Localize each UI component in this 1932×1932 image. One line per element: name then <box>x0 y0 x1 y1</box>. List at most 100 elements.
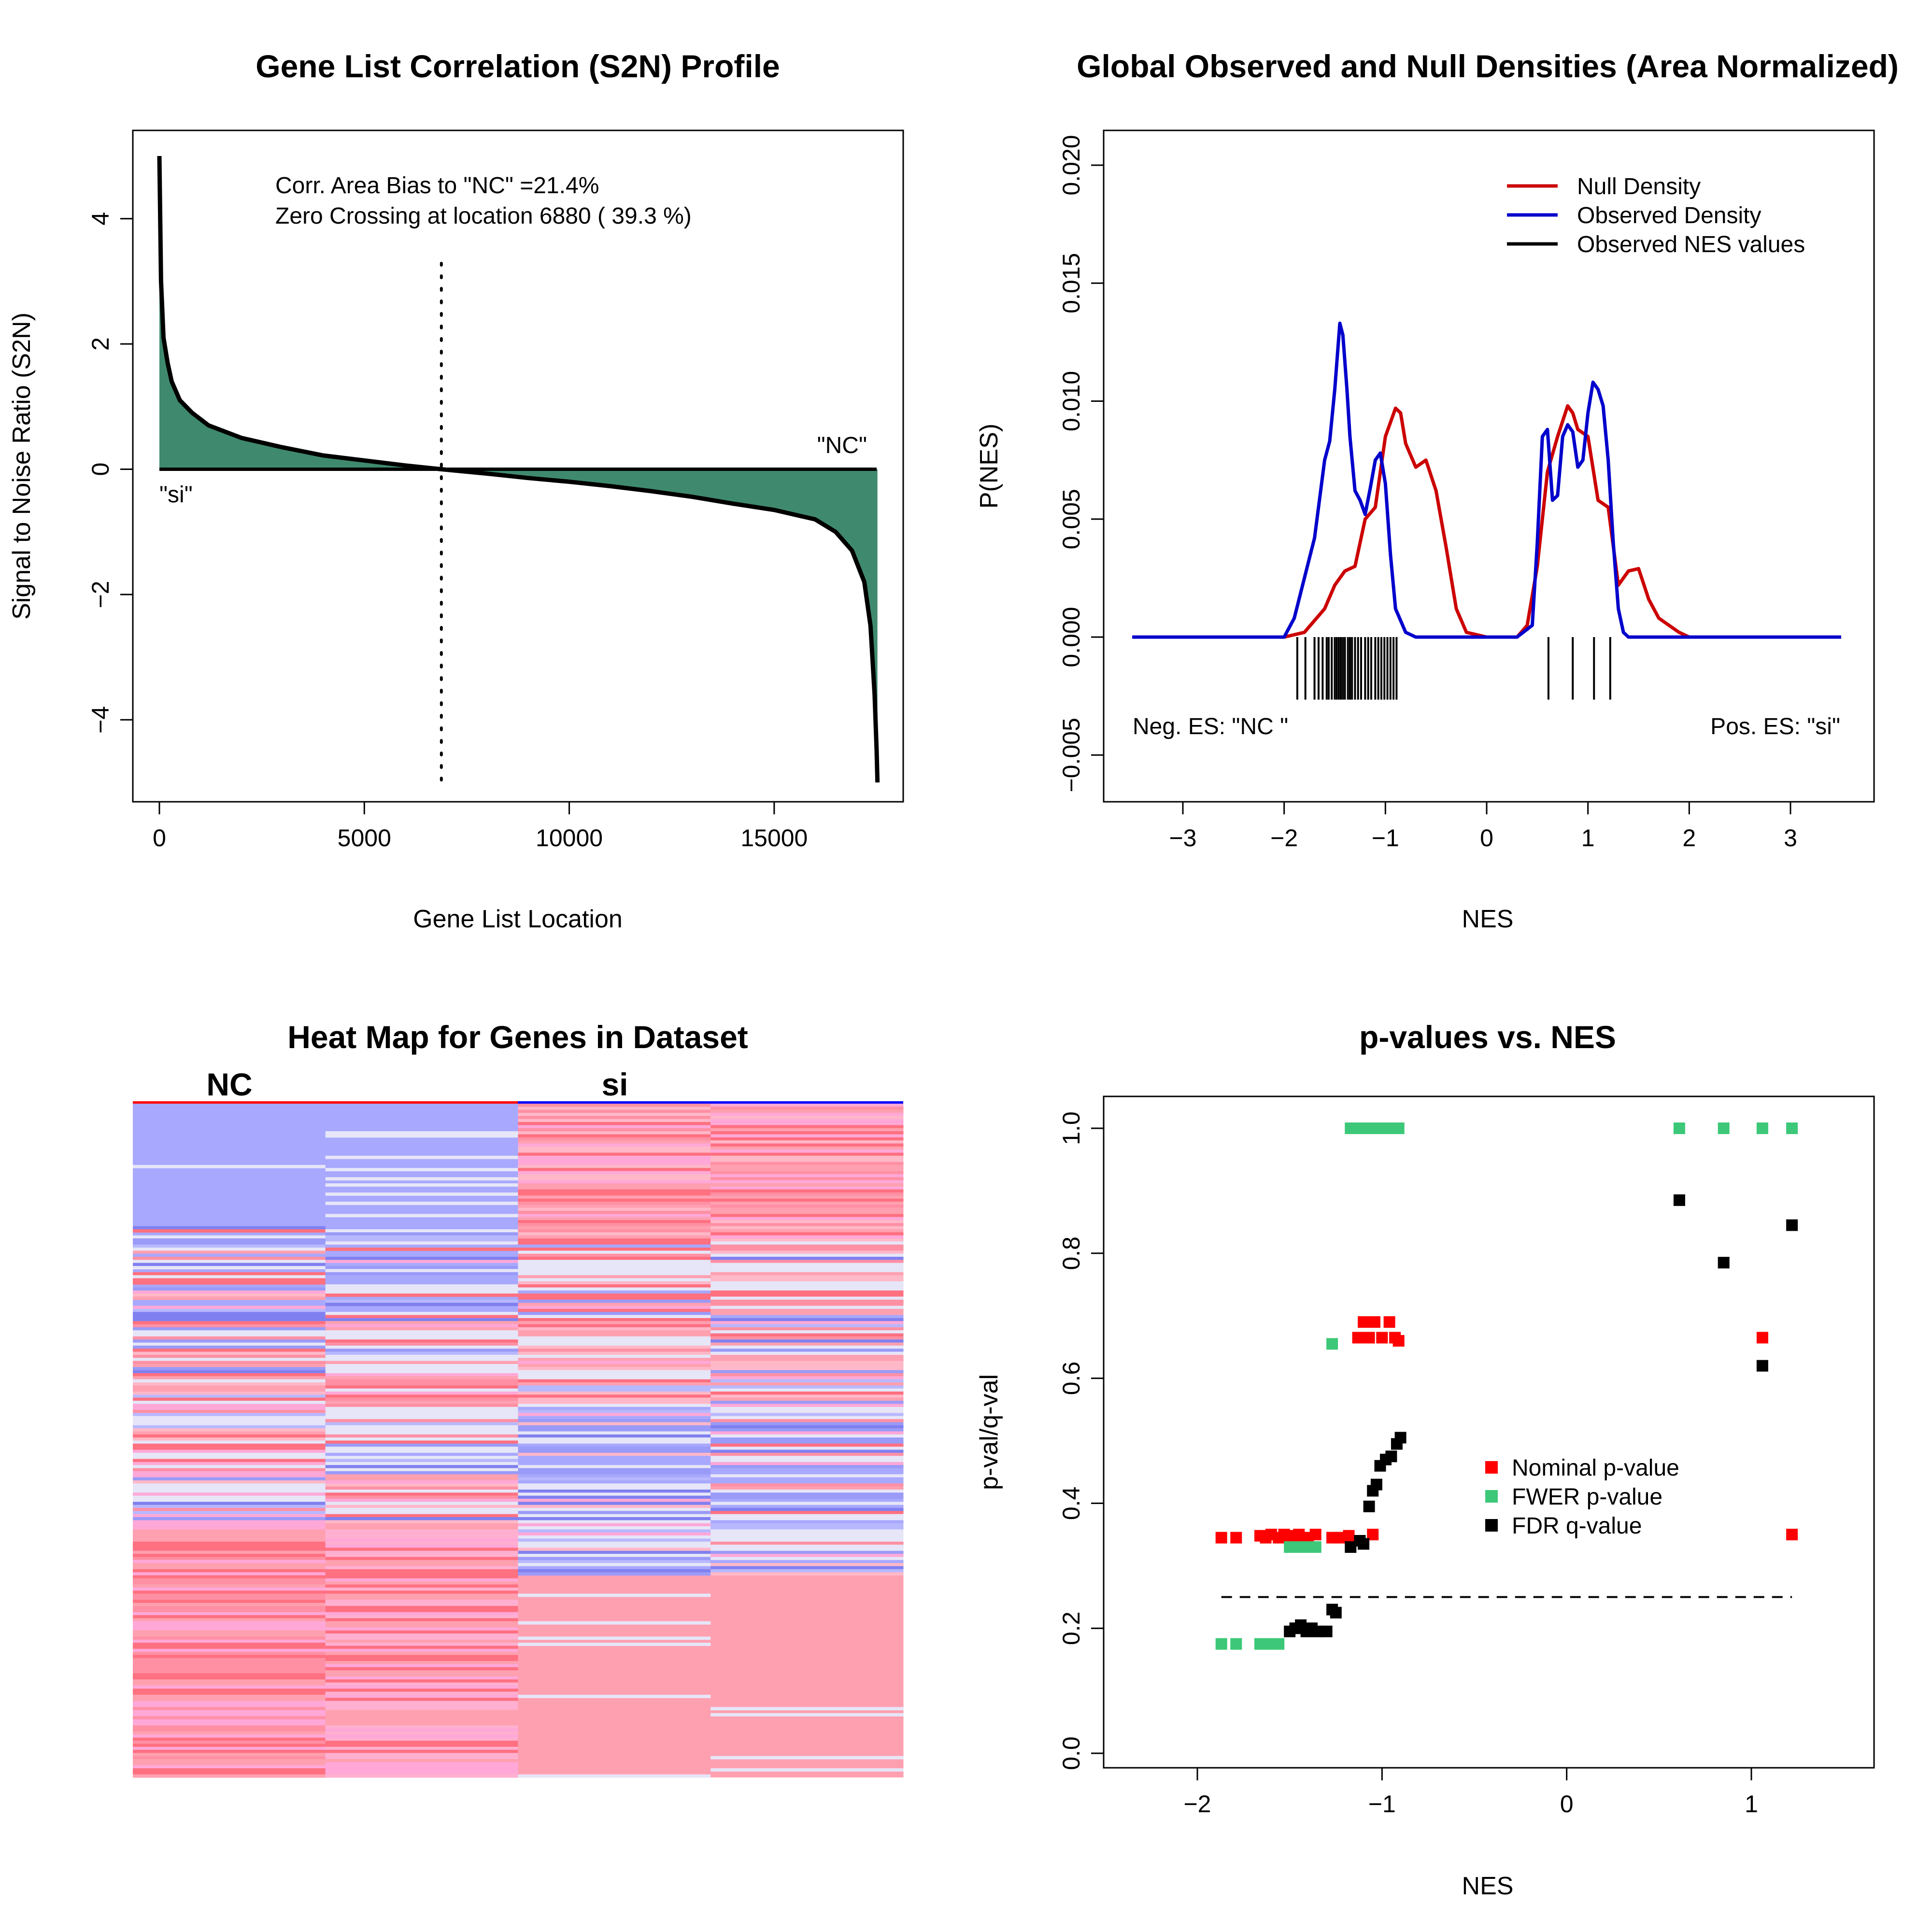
heatmap-cell-row <box>518 1287 711 1291</box>
heatmap-cell-row <box>518 1499 711 1502</box>
heatmap-cell-row <box>325 1505 518 1508</box>
heatmap-cell-row <box>325 1303 518 1307</box>
heatmap-cell-row <box>133 1505 326 1508</box>
heatmap-cell-row <box>710 1177 904 1181</box>
panel2-ytick-label: 0.000 <box>1058 607 1085 667</box>
heatmap-cell-row <box>518 1511 711 1515</box>
heatmap-cell-row <box>710 1459 904 1463</box>
panel4-xtick-label: 1 <box>1745 1790 1758 1818</box>
heatmap-cell-row <box>325 1740 518 1744</box>
nominal-pvalue-point <box>1756 1332 1768 1344</box>
heatmap-cell-row <box>133 1471 326 1475</box>
heatmap-cell-row <box>518 1183 711 1187</box>
heatmap-cell-row <box>518 1508 711 1511</box>
panel1-plot <box>157 156 880 786</box>
heatmap-cell-row <box>325 1284 518 1288</box>
heatmap-cell-row <box>325 1618 518 1622</box>
heatmap-cell-row <box>325 1275 518 1279</box>
heatmap-cell-row <box>710 1545 904 1548</box>
panel4-ytick-label: 0.6 <box>1058 1362 1085 1395</box>
legend-nes-label: Observed NES values <box>1577 232 1805 257</box>
panel4-frame <box>1103 1095 1875 1769</box>
nominal-pvalue-point <box>1392 1335 1405 1347</box>
heatmap-cell-row <box>325 1548 518 1551</box>
heatmap-cell-row <box>325 1183 518 1187</box>
heatmap-cell-row <box>710 1272 904 1276</box>
heatmap-cell-row <box>133 1492 326 1496</box>
heatmap-cell-row <box>133 1719 326 1723</box>
heatmap-cell-row <box>518 1165 711 1168</box>
panel2-xtick-label: 3 <box>1784 824 1797 852</box>
heatmap-cell-row <box>710 1263 904 1266</box>
heatmap-cell-row <box>133 1425 326 1429</box>
heatmap-cell-row <box>710 1131 904 1135</box>
heatmap-cell-row <box>133 1600 326 1604</box>
heatmap-cell-row <box>325 1609 518 1613</box>
heatmap-cell-row <box>710 1345 904 1349</box>
heatmap-cell-row <box>325 1514 518 1518</box>
heatmap-cell-row <box>710 1413 904 1417</box>
heatmap-cell-row <box>518 1143 711 1147</box>
heatmap-cell-row <box>325 1272 518 1276</box>
heatmap-cell-row <box>518 1367 711 1371</box>
heatmap-cell-row <box>710 1486 904 1490</box>
heatmap-cell-row <box>133 1679 326 1683</box>
heatmap-cell-row <box>133 1550 326 1554</box>
heatmap-cell-row <box>325 1410 518 1413</box>
heatmap-cell-row <box>325 1260 518 1264</box>
heatmap-cell-row <box>133 1315 326 1319</box>
heatmap-cell-row <box>710 1306 904 1309</box>
heatmap-cell-row <box>710 1162 904 1165</box>
heatmap-cell-row <box>133 1634 326 1637</box>
heatmap-cell-row <box>325 1269 518 1273</box>
pos-es-label: Pos. ES: "si" <box>1710 714 1840 739</box>
zero-crossing-text: Zero Crossing at location 6880 ( 39.3 %) <box>275 203 692 229</box>
heatmap-cell-row <box>325 1422 518 1426</box>
heatmap-cell-row <box>710 1186 904 1190</box>
heatmap-cell-row <box>325 1257 518 1260</box>
nominal-pvalue-point <box>1363 1332 1375 1344</box>
fdr-qvalue-point <box>1718 1257 1730 1269</box>
panel2-xtick-label: −1 <box>1372 824 1399 852</box>
heatmap-cell-row <box>710 1250 904 1254</box>
heatmap-cell-row <box>518 1554 711 1557</box>
heatmap-cell-row <box>518 1312 711 1316</box>
panel2-xtick-label: 1 <box>1581 824 1595 852</box>
panel4-y-axis: 0.0 0.2 0.4 0.6 0.8 1.0 <box>1058 1111 1105 1770</box>
heatmap-cell-row <box>325 1499 518 1502</box>
nominal-pvalue-point <box>1383 1316 1395 1328</box>
heatmap-cell-row <box>325 1643 518 1646</box>
heatmap-cell-row <box>133 1296 326 1300</box>
heatmap-cell-row <box>518 1541 711 1545</box>
heatmap-cell-row <box>710 1554 904 1557</box>
heatmap-cell-row <box>518 1774 711 1778</box>
heatmap-cell-row <box>325 1431 518 1435</box>
heatmap-cell-row <box>133 1667 326 1671</box>
heatmap-cell-row <box>133 1710 326 1714</box>
heatmap-cell-row <box>325 1627 518 1631</box>
heatmap-cell-row <box>133 1355 326 1358</box>
heatmap-cell-row <box>710 1529 904 1533</box>
heatmap-cell-row <box>133 1744 326 1747</box>
panel1-xtick-label: 0 <box>153 824 166 852</box>
heatmap-cell-row <box>710 1401 904 1404</box>
heatmap-cell-row <box>133 1578 326 1582</box>
heatmap-cell-row <box>518 1593 711 1597</box>
heatmap-cell-row <box>518 1296 711 1300</box>
heatmap-cell-row <box>133 1630 326 1634</box>
heatmap-cell-row <box>710 1768 904 1772</box>
heatmap-cell-row <box>133 1652 326 1655</box>
heatmap-cell-row <box>325 1437 518 1441</box>
panel1-y-axis: −4 −2 0 2 4 <box>87 212 134 734</box>
heatmap-cell-row <box>325 1737 518 1741</box>
fdr-qvalue-point <box>1394 1432 1406 1444</box>
heatmap-cell-row <box>710 1404 904 1407</box>
heatmap-cell-row <box>518 1250 711 1254</box>
heatmap-cell-row <box>710 1180 904 1184</box>
heatmap-cell-row <box>518 1308 711 1312</box>
heatmap-cell-row <box>133 1376 326 1380</box>
panel1-ylabel: Signal to Noise Ratio (S2N) <box>8 313 36 620</box>
heatmap-cell-row <box>325 1664 518 1668</box>
heatmap-cell-row <box>518 1109 711 1113</box>
heatmap-cell-row <box>133 1713 326 1717</box>
